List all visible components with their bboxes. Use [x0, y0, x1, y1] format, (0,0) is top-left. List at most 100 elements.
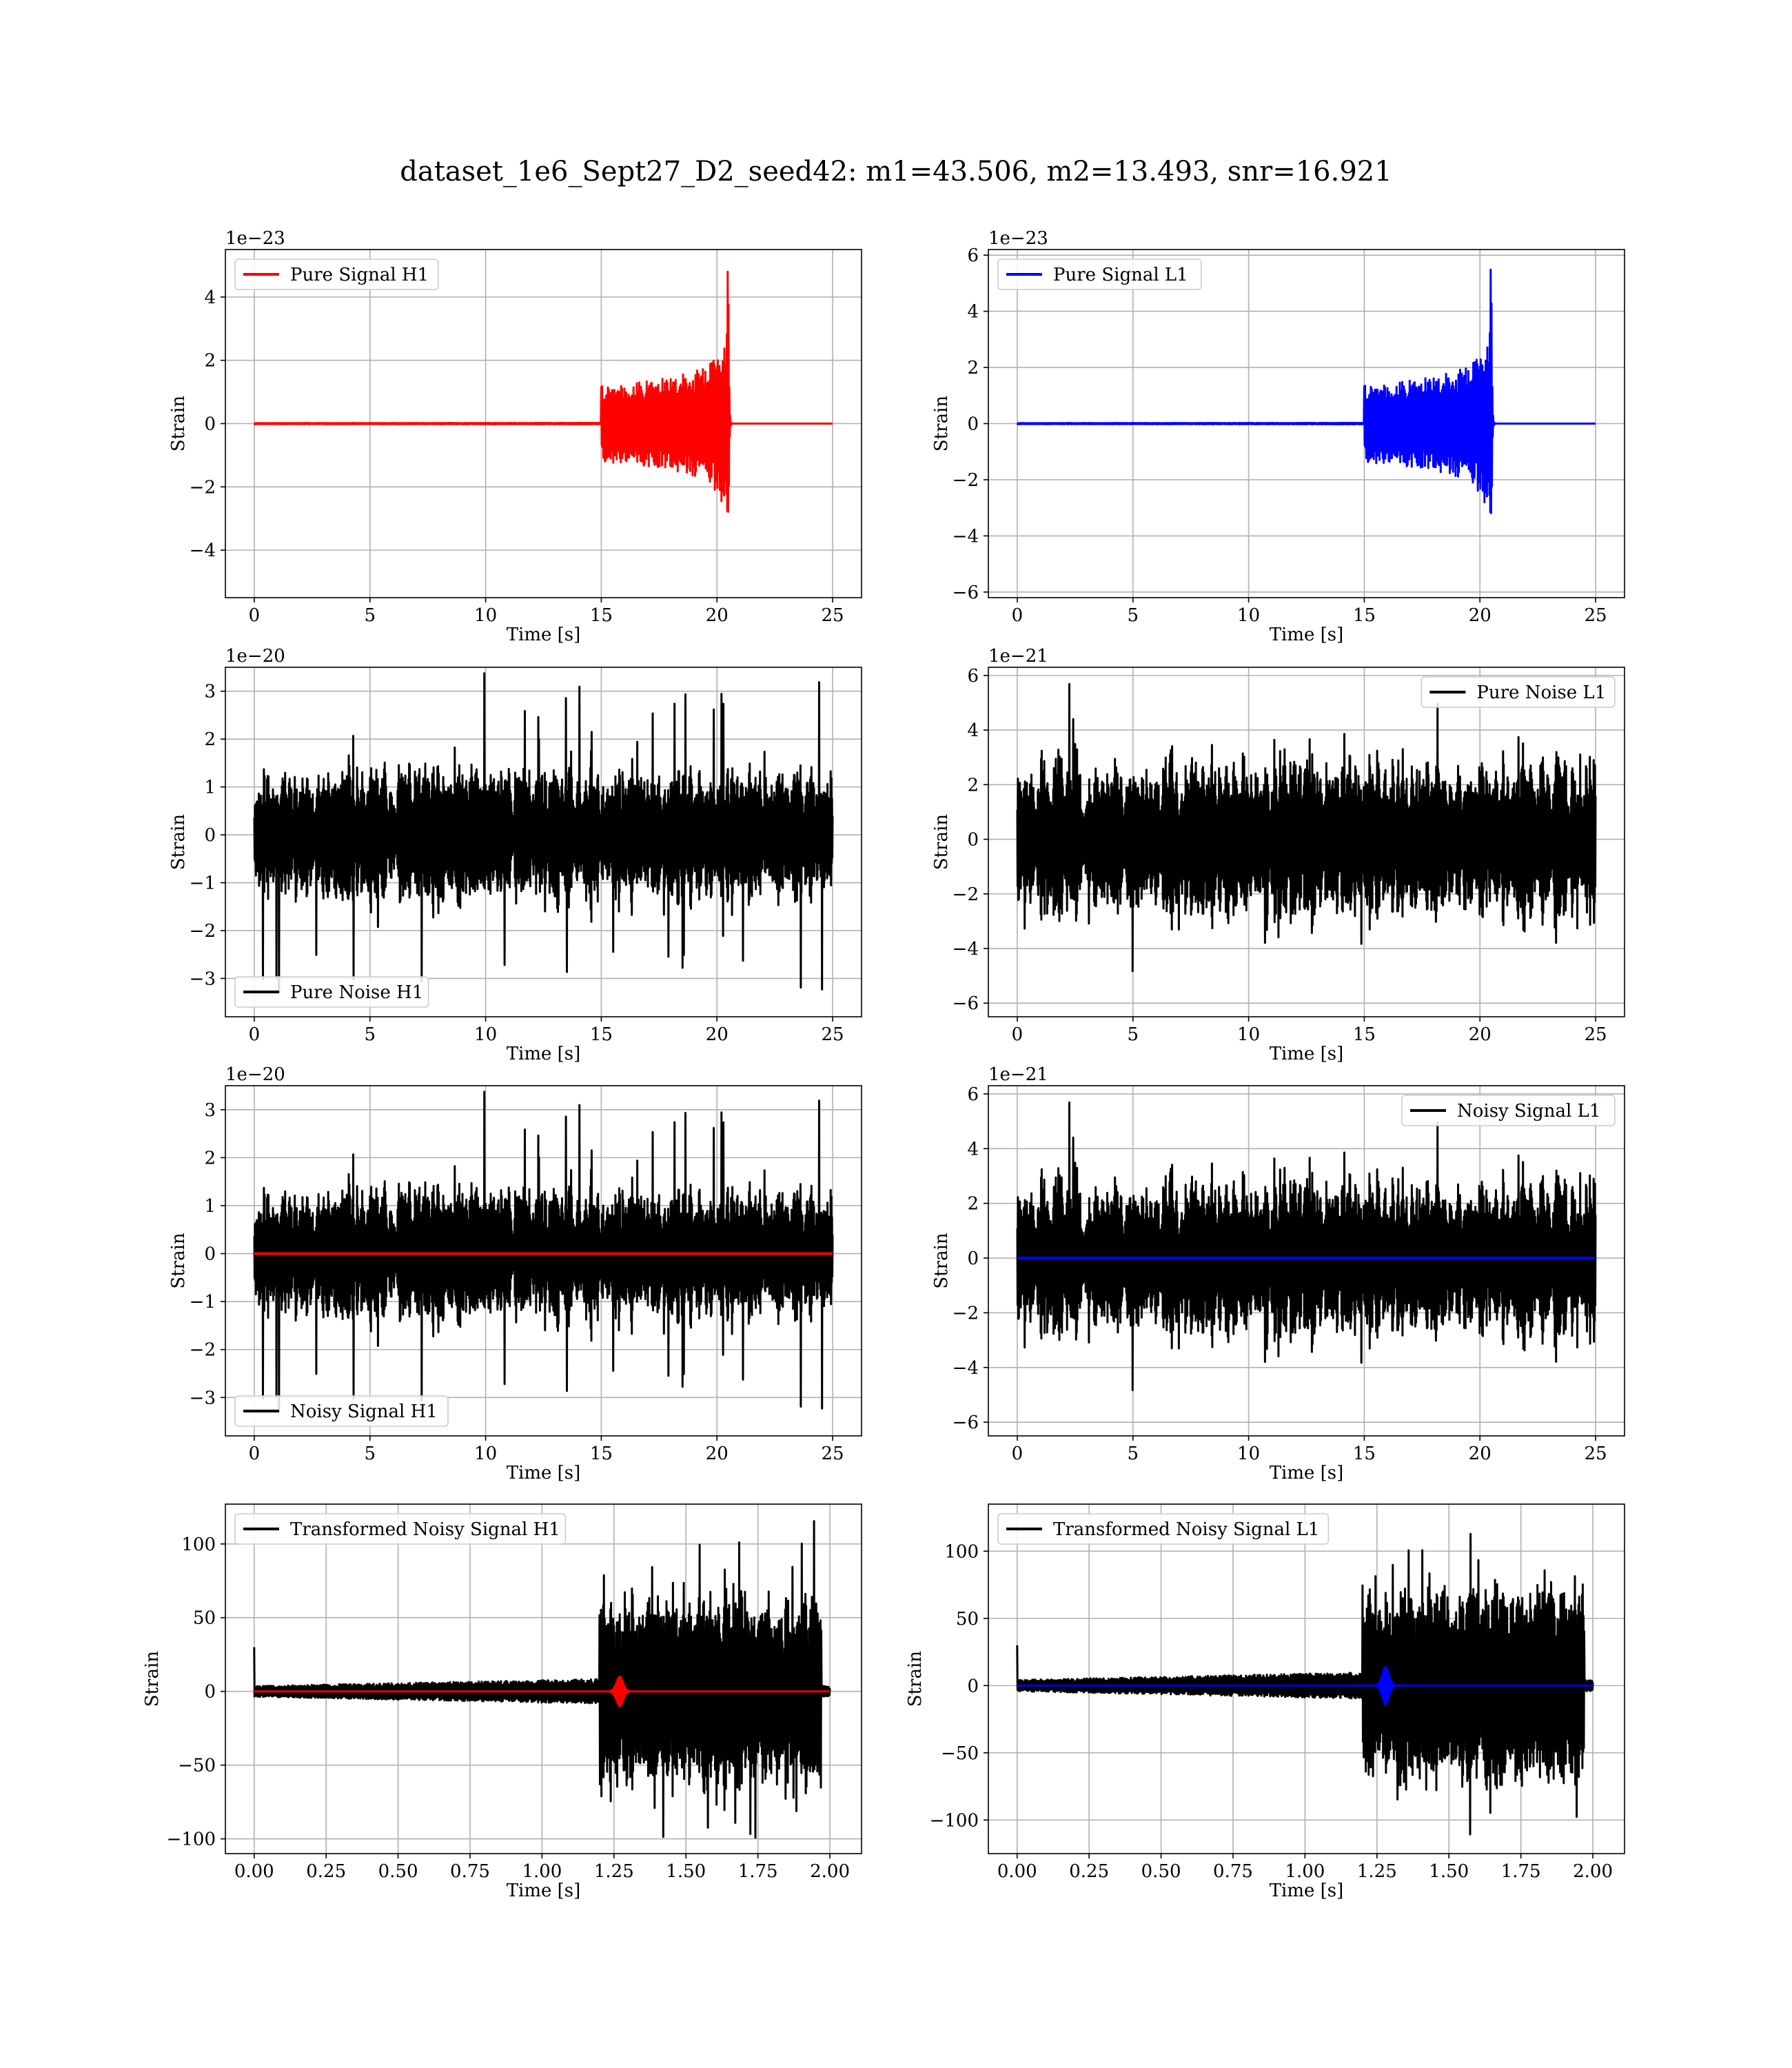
y-tick-label: 2: [967, 358, 979, 378]
x-tick-label: 2.00: [1573, 1861, 1613, 1882]
subplot-pure-signal-l1: 0 5 10 15 20 25 −6 −4 −2 0 2 4 6 Time [s] Strain 1e−23P…: [931, 228, 1625, 645]
axis-offset-text: 1e−21: [988, 1064, 1048, 1085]
x-tick-label: 10: [474, 1443, 497, 1464]
axes-frame: [225, 1085, 862, 1437]
x-tick-label: 10: [474, 605, 497, 626]
y-tick-label: 2: [967, 1194, 979, 1215]
legend-frame: [234, 1395, 449, 1427]
series-line-overlay-1: [1017, 1665, 1594, 1705]
legend-label: Pure Noise L1: [1476, 682, 1606, 703]
y-tick-label: −2: [953, 470, 979, 491]
x-tick-label: 15: [1353, 1443, 1376, 1464]
y-tick-label: −2: [190, 921, 216, 942]
x-tick-label: 5: [364, 1024, 376, 1045]
x-tick-label: 0: [249, 1024, 261, 1045]
legend-label: Pure Signal L1: [1053, 265, 1188, 285]
axes-frame: [988, 1503, 1625, 1854]
axis-offset-text: 1e−23: [225, 228, 285, 249]
legend: Pure Signal L1: [997, 258, 1202, 290]
y-tick-label: −100: [930, 1810, 979, 1831]
series-line-pure-signal-h1: [253, 270, 833, 513]
y-tick-label: 4: [204, 287, 216, 308]
y-tick-label: 4: [967, 302, 979, 323]
x-axis-label: Time [s]: [1270, 1463, 1344, 1483]
legend: Transformed Noisy Signal H1: [234, 1513, 567, 1545]
y-tick-label: 0: [204, 1244, 216, 1265]
subplot-pure-noise-h1: 0 5 10 15 20 25 −3 −2 −1 0 1 2 3 Time [s] Strain 1e−20 P…: [168, 646, 862, 1064]
legend: Pure Signal H1: [234, 258, 439, 290]
subplot-noisy-signal-l1: 0 5 10 15 20 25 −6 −4 −2 0 2 4 6 Time [s] Strain 1e−21 N…: [931, 1064, 1625, 1483]
series-line-pure-noise-l1: [1016, 682, 1597, 973]
y-tick-label: 3: [204, 1100, 216, 1121]
x-tick-label: 1.25: [1357, 1861, 1397, 1882]
y-tick-label: −3: [190, 969, 216, 989]
x-tick-label: 10: [1237, 1024, 1260, 1045]
legend-frame: [234, 976, 429, 1008]
x-tick-label: 0: [1012, 1024, 1024, 1045]
y-tick-label: 2: [967, 775, 979, 795]
x-tick-label: 10: [1237, 1443, 1260, 1464]
x-tick-label: 5: [1127, 1443, 1139, 1464]
x-axis-label: Time [s]: [507, 1463, 581, 1483]
axes-frame: [988, 667, 1625, 1017]
y-axis-label: Strain: [931, 396, 952, 452]
x-tick-label: 20: [1469, 1443, 1491, 1464]
y-tick-label: −6: [953, 1412, 979, 1433]
legend-frame: [234, 258, 439, 290]
x-tick-label: 5: [1127, 605, 1139, 626]
x-axis-label: Time [s]: [507, 1044, 581, 1064]
y-tick-label: 3: [204, 682, 216, 702]
y-tick-label: −2: [190, 477, 216, 498]
y-tick-label: 100: [944, 1541, 979, 1562]
x-tick-label: 1.00: [1285, 1861, 1325, 1882]
y-tick-label: 2: [204, 729, 216, 750]
axis-offset-text: 1e−20: [225, 646, 285, 667]
x-axis-label: Time [s]: [507, 1881, 581, 1901]
axis-offset-text: 1e−21: [988, 646, 1048, 667]
x-tick-label: 20: [706, 1443, 729, 1464]
x-tick-label: 1.50: [1429, 1861, 1469, 1882]
x-tick-label: 15: [590, 605, 613, 626]
x-tick-label: 20: [1469, 605, 1491, 626]
legend-frame: [1421, 676, 1616, 708]
y-tick-label: −2: [953, 1303, 979, 1324]
x-tick-label: 15: [590, 1024, 613, 1045]
series-line-noisy-signal-l1: [1016, 1101, 1597, 1392]
subplot-pure-signal-h1: 0 5 10 15 20 25 −4 −2 0 2 4 Time [s] Strain 1e−23Pure…: [168, 228, 862, 645]
x-tick-label: 25: [1584, 605, 1607, 626]
y-tick-label: 4: [967, 1139, 979, 1159]
legend-label: Transformed Noisy Signal L1: [1053, 1519, 1319, 1540]
legend-label: Noisy Signal H1: [290, 1401, 438, 1422]
x-axis-label: Time [s]: [1270, 1881, 1344, 1901]
series-line-pure-noise-h1: [253, 672, 834, 994]
y-tick-label: 100: [181, 1534, 216, 1555]
x-tick-label: 0.00: [997, 1861, 1037, 1882]
y-axis-label: Strain: [905, 1651, 926, 1707]
subplot-transformed-noisy-signal-l1: 0.00 0.25 0.50 0.75 1.00 1.25 1.50 1.75 2.00 −100…: [905, 1503, 1625, 1901]
x-tick-label: 0: [1012, 1443, 1024, 1464]
y-tick-label: 6: [967, 245, 979, 266]
y-axis-label: Strain: [168, 1233, 189, 1289]
x-tick-label: 25: [821, 605, 844, 626]
x-tick-label: 20: [1469, 1024, 1491, 1045]
legend-frame: [1401, 1095, 1616, 1126]
x-tick-label: 1.75: [738, 1861, 778, 1882]
subplot-pure-noise-l1: 0 5 10 15 20 25 −6 −4 −2 0 2 4 6 Time [s] Strain 1e−21 P…: [931, 646, 1625, 1064]
legend: Noisy Signal H1: [234, 1395, 449, 1427]
y-tick-label: −3: [190, 1388, 216, 1408]
y-tick-label: 0: [967, 1248, 979, 1269]
x-tick-label: 5: [364, 1443, 376, 1464]
legend-label: Noisy Signal L1: [1457, 1101, 1600, 1122]
x-tick-label: 1.50: [666, 1861, 706, 1882]
x-tick-label: 0.00: [234, 1861, 274, 1882]
y-tick-label: −2: [190, 1340, 216, 1361]
x-tick-label: 1.75: [1501, 1861, 1541, 1882]
x-tick-label: 0.50: [378, 1861, 418, 1882]
x-tick-label: 25: [821, 1024, 844, 1045]
x-tick-label: 10: [1237, 605, 1260, 626]
legend-label: Transformed Noisy Signal H1: [290, 1519, 560, 1540]
y-tick-label: −4: [190, 540, 216, 561]
legend-frame: [997, 1513, 1330, 1545]
legend: Pure Noise L1: [1421, 676, 1616, 708]
y-tick-label: 1: [204, 778, 216, 798]
